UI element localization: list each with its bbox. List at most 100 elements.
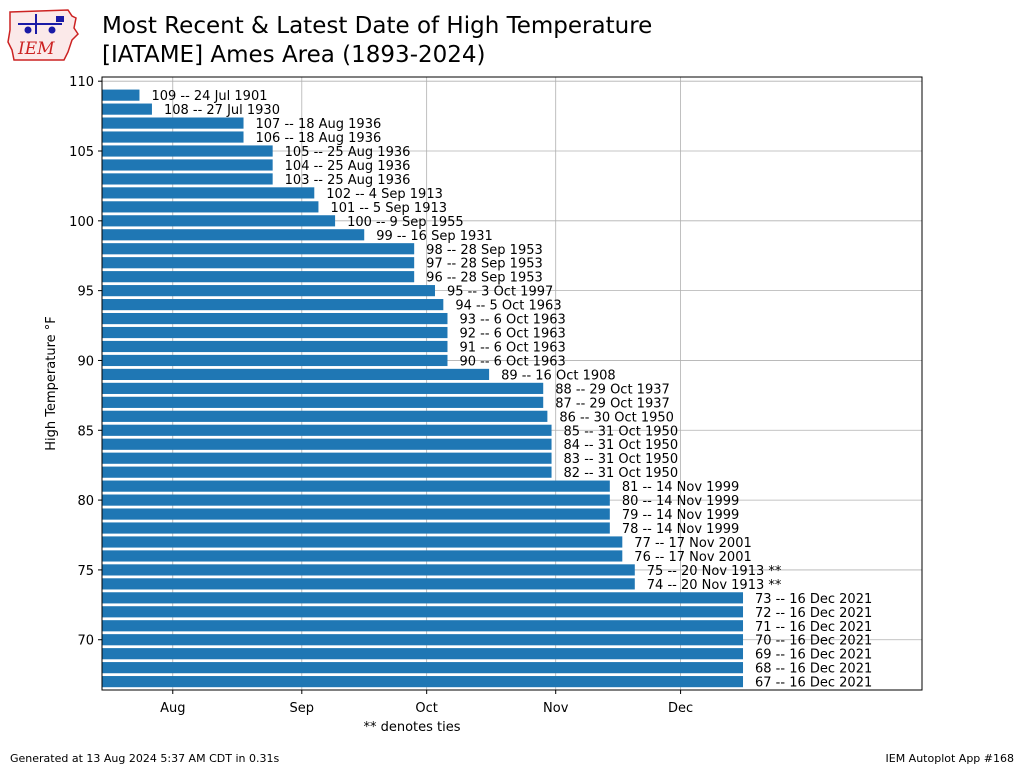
bar-label-87: 87 -- 29 Oct 1937: [555, 396, 670, 411]
bar-label-106: 106 -- 18 Aug 1936: [256, 131, 382, 146]
bar-label-100: 100 -- 9 Sep 1955: [347, 215, 464, 230]
x-tick-label: Nov: [543, 701, 569, 716]
bar-92: [102, 326, 448, 339]
bar-83: [102, 452, 552, 464]
bar-100: [102, 215, 336, 227]
bar-label-84: 84 -- 31 Oct 1950: [564, 438, 679, 453]
x-axis-label: ** denotes ties: [363, 720, 460, 735]
bar-label-80: 80 -- 14 Nov 1999: [622, 494, 739, 509]
bar-label-81: 81 -- 14 Nov 1999: [622, 480, 739, 495]
bar-109: [102, 89, 140, 101]
bar-label-77: 77 -- 17 Nov 2001: [634, 536, 751, 551]
bar-label-68: 68 -- 16 Dec 2021: [755, 662, 872, 677]
bar-103: [102, 173, 273, 185]
bar-label-69: 69 -- 16 Dec 2021: [755, 648, 872, 663]
bar-85: [102, 424, 552, 436]
bar-label-98: 98 -- 28 Sep 1953: [426, 243, 543, 258]
title-line-1: Most Recent & Latest Date of High Temper…: [102, 13, 653, 39]
bar-label-92: 92 -- 6 Oct 1963: [459, 327, 565, 342]
bar-97: [102, 257, 415, 269]
bar-label-95: 95 -- 3 Oct 1997: [447, 285, 553, 300]
x-tick-label: Aug: [160, 701, 185, 716]
bar-81: [102, 480, 610, 492]
y-tick-label: 85: [77, 424, 94, 439]
bar-86: [102, 410, 548, 422]
x-axis-ticks: Aug Sep Oct Nov Dec: [160, 690, 693, 716]
bar-108: [102, 103, 152, 115]
bar-label-93: 93 -- 6 Oct 1963: [459, 313, 565, 328]
bar-71: [102, 620, 744, 632]
bar-93: [102, 312, 448, 325]
bar-75: [102, 564, 635, 576]
chart-title: Most Recent & Latest Date of High Temper…: [102, 12, 652, 70]
bar-77: [102, 536, 623, 548]
bar-67: [102, 676, 744, 688]
bar-99: [102, 229, 365, 241]
bar-101: [102, 201, 319, 213]
y-tick-label: 80: [77, 494, 94, 509]
iowa-state-icon: IEM: [7, 9, 79, 61]
bar-95: [102, 285, 435, 297]
y-tick-label: 95: [77, 285, 94, 300]
bar-72: [102, 606, 744, 618]
bar-91: [102, 340, 448, 353]
bar-label-96: 96 -- 28 Sep 1953: [426, 271, 543, 286]
bar-label-86: 86 -- 30 Oct 1950: [559, 410, 674, 425]
bar-label-83: 83 -- 31 Oct 1950: [564, 452, 679, 467]
bar-74: [102, 578, 635, 590]
bar-70: [102, 634, 744, 646]
bar-label-73: 73 -- 16 Dec 2021: [755, 592, 872, 607]
bar-label-97: 97 -- 28 Sep 1953: [426, 257, 543, 272]
bar-107: [102, 117, 244, 129]
bar-label-89: 89 -- 16 Oct 1908: [501, 368, 616, 383]
bar-88: [102, 382, 544, 394]
bar-label-85: 85 -- 31 Oct 1950: [564, 424, 679, 439]
plot-frame: [101, 76, 923, 691]
bar-76: [102, 550, 623, 562]
bar-89: [102, 368, 490, 381]
bar-label-108: 108 -- 27 Jul 1930: [164, 103, 280, 118]
bar-78: [102, 522, 610, 534]
bar-73: [102, 592, 744, 604]
bar-label-79: 79 -- 14 Nov 1999: [622, 508, 739, 523]
bars: [102, 89, 744, 688]
bar-label-105: 105 -- 25 Aug 1936: [285, 145, 411, 160]
bar-label-74: 74 -- 20 Nov 1913 **: [647, 578, 782, 593]
logo-text: IEM: [17, 39, 55, 59]
bar-102: [102, 187, 315, 199]
bar-label-75: 75 -- 20 Nov 1913 **: [647, 564, 782, 579]
bar-69: [102, 648, 744, 660]
bar-label-72: 72 -- 16 Dec 2021: [755, 606, 872, 621]
bar-68: [102, 662, 744, 674]
y-tick-label: 100: [69, 215, 94, 230]
bar-79: [102, 508, 610, 520]
bar-label-94: 94 -- 5 Oct 1963: [455, 299, 561, 314]
bar-82: [102, 466, 552, 478]
bar-label-88: 88 -- 29 Oct 1937: [555, 382, 670, 397]
bar-label-76: 76 -- 17 Nov 2001: [634, 550, 751, 565]
app-id: IEM Autoplot App #168: [885, 752, 1015, 765]
bar-label-99: 99 -- 16 Sep 1931: [376, 229, 493, 244]
bar-80: [102, 494, 610, 506]
generated-timestamp: Generated at 13 Aug 2024 5:37 AM CDT in …: [10, 752, 280, 765]
bar-label-78: 78 -- 14 Nov 1999: [622, 522, 739, 537]
iem-logo: IEM: [6, 6, 86, 62]
y-tick-label: 105: [69, 145, 94, 160]
bar-label-107: 107 -- 18 Aug 1936: [256, 117, 382, 132]
bar-label-102: 102 -- 4 Sep 1913: [326, 187, 443, 202]
bar-96: [102, 271, 415, 283]
bar-105: [102, 145, 273, 157]
y-tick-label: 75: [77, 564, 94, 579]
y-axis-ticks: 70 75 80 85 90 95 100 105 110: [69, 75, 102, 649]
bar-label-103: 103 -- 25 Aug 1936: [285, 173, 411, 188]
bar-104: [102, 159, 273, 171]
bar-label-101: 101 -- 5 Sep 1913: [330, 201, 447, 216]
y-tick-label: 70: [77, 634, 94, 649]
x-tick-label: Dec: [668, 701, 693, 716]
bar-label-82: 82 -- 31 Oct 1950: [564, 466, 679, 481]
y-axis-label: High Temperature °F: [44, 316, 59, 450]
bar-90: [102, 354, 448, 367]
bar-label-109: 109 -- 24 Jul 1901: [151, 89, 267, 104]
